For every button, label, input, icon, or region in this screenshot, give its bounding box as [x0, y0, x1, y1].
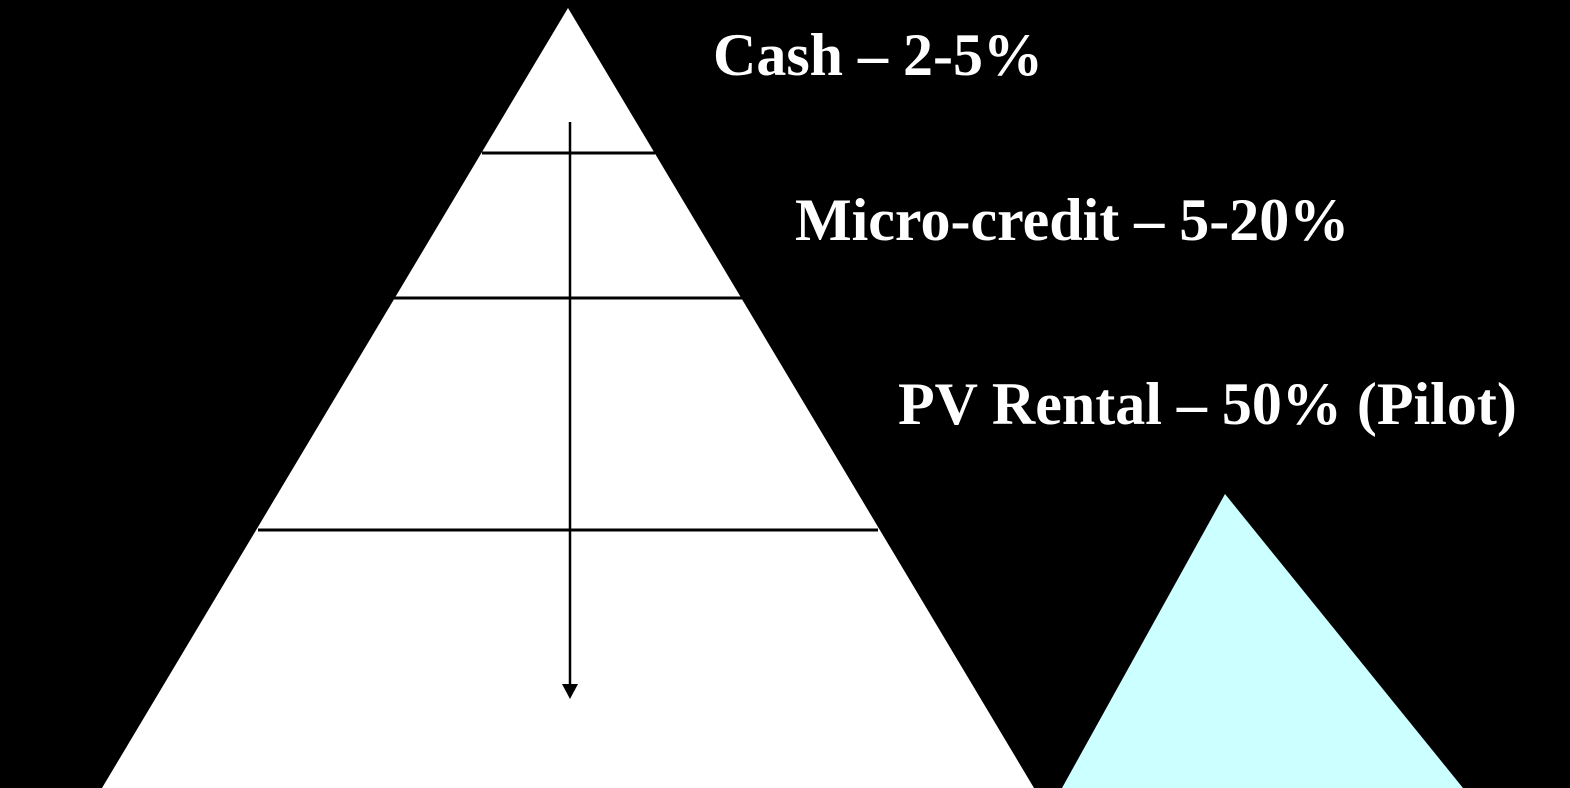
- arrow-head: [562, 684, 578, 699]
- tier-label: Micro-credit – 5-20%: [795, 187, 1349, 253]
- tier-label: PV Rental – 50% (Pilot): [898, 371, 1517, 437]
- small-pyramid: [1062, 494, 1463, 788]
- tier-label: Cash – 2-5%: [713, 22, 1043, 88]
- pyramid: [102, 8, 1034, 788]
